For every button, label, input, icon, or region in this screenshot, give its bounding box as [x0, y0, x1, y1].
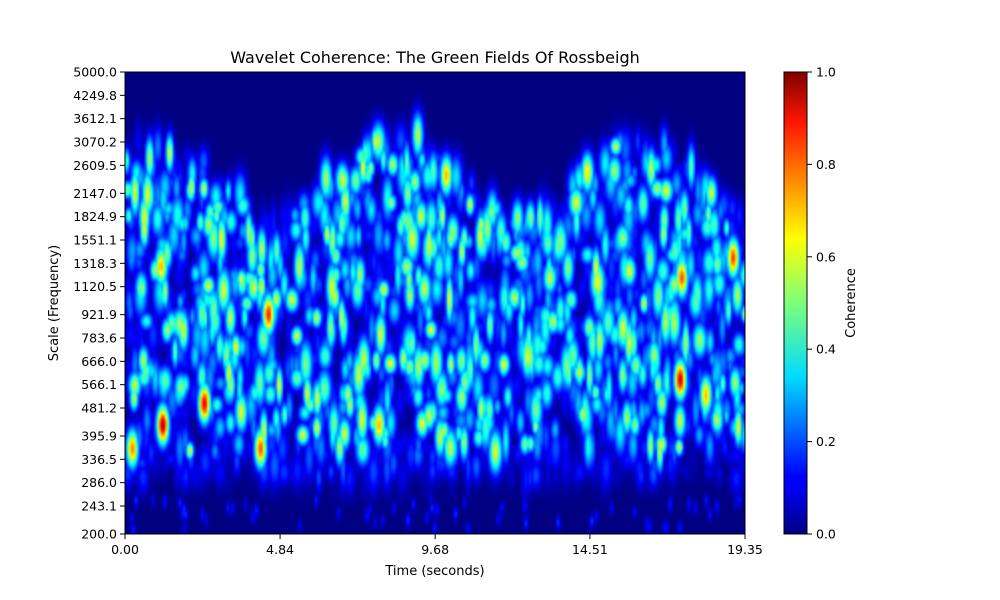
y-tick-label: 286.0	[81, 475, 117, 490]
y-tick-label: 783.6	[81, 331, 117, 346]
colorbar-ticks: 0.0 0.2 0.4 0.6 0.8 1.0	[807, 65, 836, 542]
colorbar-tick-label: 1.0	[816, 65, 836, 80]
y-tick-label: 336.5	[81, 452, 117, 467]
colorbar-tick-label: 0.2	[816, 434, 836, 449]
y-axis-ticks: 200.0 243.1 286.0 336.5 395.9 481.2 566.1 666.0…	[73, 65, 125, 542]
y-tick-label: 3070.2	[73, 134, 117, 149]
colorbar-tick-label: 0.4	[816, 342, 836, 357]
y-tick-label: 200.0	[81, 527, 117, 542]
colorbar-label: Coherence	[844, 268, 859, 338]
heatmap-image	[125, 72, 745, 534]
y-tick-label: 666.0	[81, 354, 117, 369]
y-tick-label: 5000.0	[73, 65, 117, 80]
colorbar	[783, 71, 808, 535]
y-tick-label: 1551.1	[73, 232, 117, 247]
x-tick-label: 0.00	[111, 542, 139, 557]
x-axis-ticks: 0.00 4.84 9.68 14.51 19.35	[111, 534, 763, 557]
y-tick-label: 2609.5	[73, 158, 117, 173]
y-tick-label: 1824.9	[73, 209, 117, 224]
chart-title: Wavelet Coherence: The Green Fields Of R…	[230, 48, 639, 67]
colorbar-tick-label: 0.6	[816, 249, 836, 264]
y-tick-label: 566.1	[81, 377, 117, 392]
y-tick-label: 1318.3	[73, 256, 117, 271]
colorbar-tick-label: 0.8	[816, 157, 836, 172]
y-tick-label: 3612.1	[73, 111, 117, 126]
y-tick-label: 921.9	[81, 307, 117, 322]
x-tick-label: 14.51	[572, 542, 608, 557]
y-tick-label: 395.9	[81, 428, 117, 443]
y-tick-label: 2147.0	[73, 186, 117, 201]
y-axis-label: Scale (Frequency)	[47, 245, 62, 361]
colorbar-tick-label: 0.0	[816, 527, 836, 542]
y-tick-label: 481.2	[81, 400, 117, 415]
x-axis-label: Time (seconds)	[384, 564, 484, 579]
x-tick-label: 19.35	[727, 542, 763, 557]
y-tick-label: 4249.8	[73, 88, 117, 103]
y-tick-label: 243.1	[81, 498, 117, 513]
heatmap-area	[125, 72, 745, 534]
y-tick-label: 1120.5	[73, 279, 117, 294]
x-tick-label: 4.84	[266, 542, 294, 557]
x-tick-label: 9.68	[421, 542, 449, 557]
